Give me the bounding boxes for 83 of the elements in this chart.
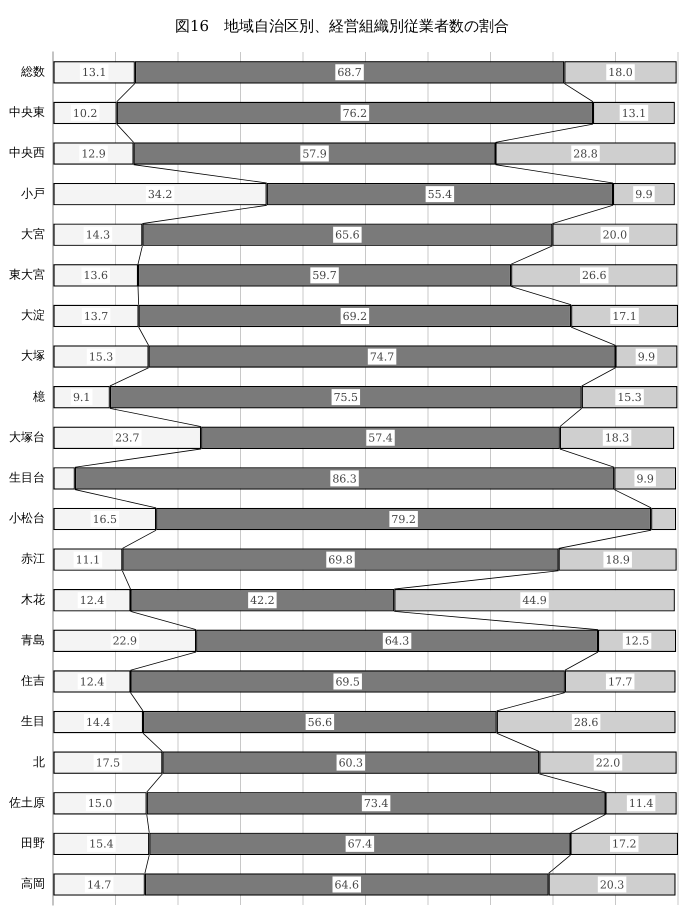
y-tick-label: 高岡 [21,876,45,891]
data-label: 17.2 [612,838,636,851]
data-label: 18.0 [608,66,633,80]
y-tick-label: 生目 [21,714,45,728]
data-label: 9.9 [635,188,653,201]
data-label: 14.7 [86,878,112,892]
data-label: 57.4 [368,432,393,445]
data-label: 44.9 [522,594,547,608]
y-tick-label: 小松台 [9,511,45,526]
data-label: 67.4 [348,838,372,851]
data-label: 22.9 [112,634,138,648]
data-label: 64.6 [334,878,359,892]
data-label: 59.7 [312,269,337,282]
data-label: 13.1 [622,106,646,120]
y-tick-label: 大淀 [21,308,45,322]
y-tick-label: 赤江 [21,552,45,566]
data-label: 9.1 [72,391,90,404]
data-label: 26.6 [582,269,606,282]
data-label: 9.9 [636,472,654,486]
y-tick-label: 田野 [21,836,45,850]
y-tick-label: 中央東 [9,105,45,120]
y-tick-label: 住吉 [20,674,45,688]
data-label: 15.0 [88,797,112,810]
data-label: 34.2 [148,188,172,201]
y-tick-label: 檍 [32,389,45,404]
chart-title: 図16 地域自治区別、経営組織別従業者数の割合 [174,16,510,35]
data-label: 18.9 [605,553,630,566]
data-label: 17.7 [608,675,632,688]
data-label: 86.3 [332,472,357,486]
data-label: 22.0 [596,756,620,770]
data-label: 13.1 [82,66,106,80]
data-label: 60.3 [338,756,364,770]
data-label: 28.6 [574,716,598,729]
data-label: 74.7 [370,350,394,364]
data-label: 68.7 [337,66,362,80]
data-label: 10.2 [72,106,98,120]
data-label: 69.8 [328,553,353,566]
y-tick-label: 生目台 [9,470,45,485]
data-label: 13.6 [84,269,108,282]
data-label: 20.3 [600,878,624,892]
data-label: 9.9 [638,350,656,364]
y-tick-label: 総数 [20,64,45,78]
data-label: 23.7 [115,432,140,445]
data-label: 69.5 [335,675,360,688]
data-label: 12.9 [81,147,106,160]
data-label: 18.3 [604,432,630,445]
data-label: 12.4 [80,594,104,608]
data-label: 14.3 [86,228,110,242]
data-label: 79.2 [391,512,416,526]
y-tick-label: 東大宮 [9,267,45,282]
data-label: 73.4 [364,797,388,810]
y-tick-label: 佐土原 [9,795,45,810]
data-label: 12.4 [80,675,104,688]
data-label: 15.3 [88,350,114,364]
data-label: 55.4 [428,188,452,201]
y-tick-label: 大宮 [21,226,45,241]
data-label: 76.2 [342,106,368,120]
data-label: 11.4 [628,797,654,810]
y-tick-label: 北 [33,754,45,769]
data-label: 56.6 [308,716,332,729]
data-label: 17.5 [96,756,120,770]
y-tick-label: 木花 [21,592,45,606]
data-label: 12.5 [624,634,650,648]
y-tick-label: 大塚 [21,348,45,363]
data-label: 13.7 [84,310,108,323]
data-label: 57.9 [302,147,327,160]
data-label: 64.3 [384,634,410,648]
y-tick-label: 小戸 [21,186,45,200]
data-label: 17.1 [612,310,637,323]
data-label: 42.2 [250,594,275,608]
data-label: 28.8 [573,147,598,160]
data-label: 75.5 [334,391,358,404]
data-label: 14.4 [86,716,110,729]
data-label: 65.6 [335,228,360,242]
data-label: 11.1 [76,553,100,566]
data-label: 16.5 [92,512,118,526]
data-label: 20.0 [602,228,628,242]
data-label: 15.3 [617,391,642,404]
data-label: 69.2 [342,310,368,323]
data-label: 15.4 [89,838,114,851]
y-tick-label: 大塚台 [9,430,45,444]
y-tick-label: 青島 [21,632,45,647]
y-tick-label: 中央西 [9,146,45,160]
